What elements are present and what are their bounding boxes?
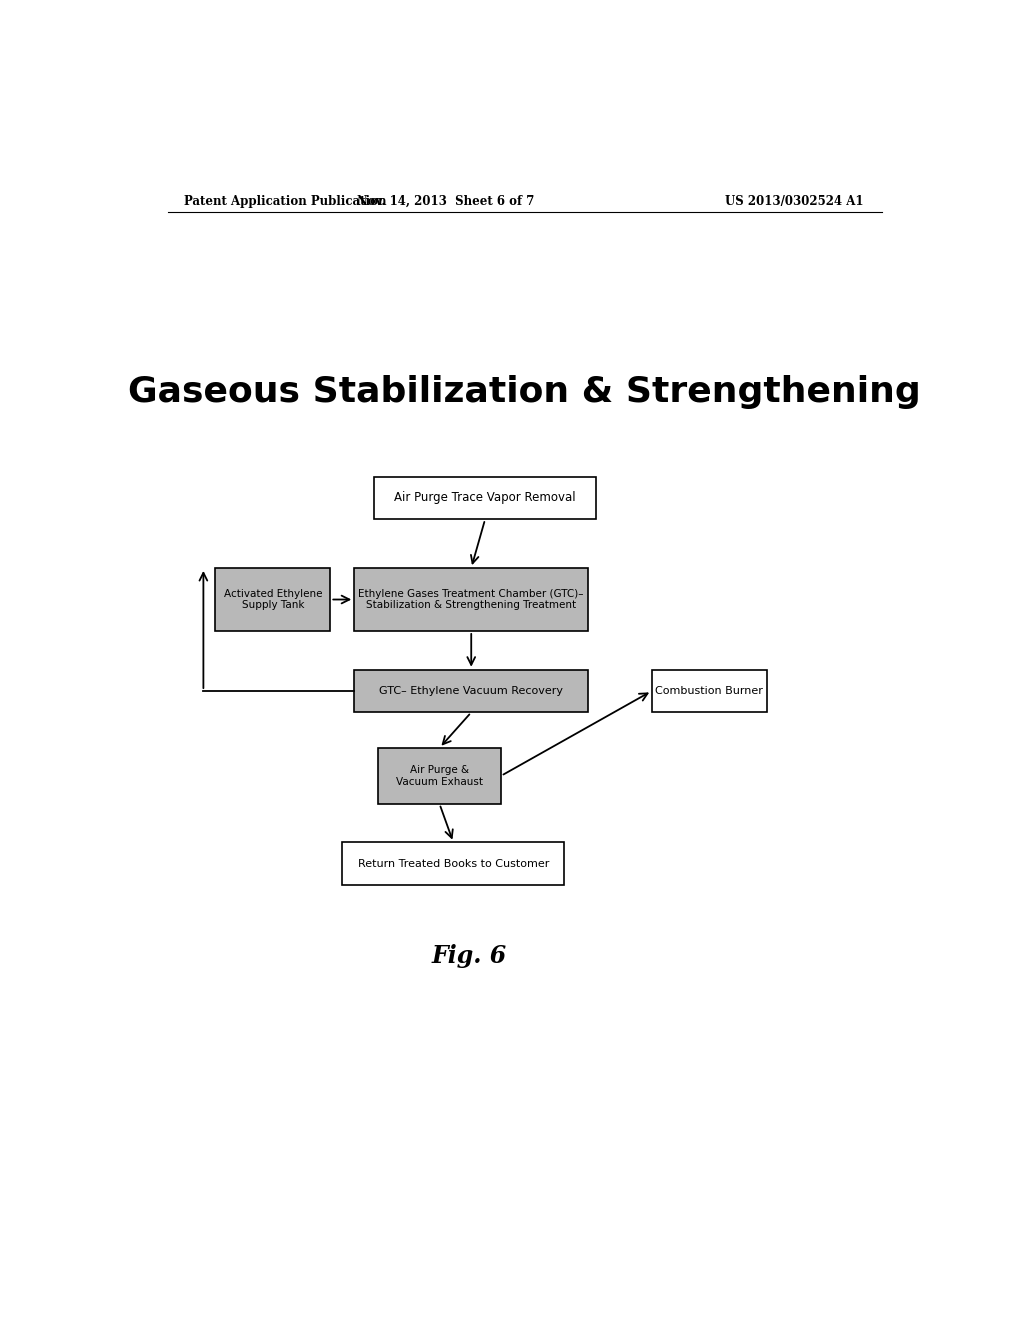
Text: Nov. 14, 2013  Sheet 6 of 7: Nov. 14, 2013 Sheet 6 of 7 xyxy=(356,194,535,207)
Text: Fig. 6: Fig. 6 xyxy=(432,944,507,969)
Text: Activated Ethylene
Supply Tank: Activated Ethylene Supply Tank xyxy=(223,589,323,610)
Text: Combustion Burner: Combustion Burner xyxy=(655,686,763,696)
Text: Gaseous Stabilization & Strengthening: Gaseous Stabilization & Strengthening xyxy=(128,375,922,409)
FancyBboxPatch shape xyxy=(652,669,767,713)
Text: GTC– Ethylene Vacuum Recovery: GTC– Ethylene Vacuum Recovery xyxy=(379,686,563,696)
Text: US 2013/0302524 A1: US 2013/0302524 A1 xyxy=(725,194,864,207)
Text: Return Treated Books to Customer: Return Treated Books to Customer xyxy=(357,859,549,869)
FancyBboxPatch shape xyxy=(342,842,564,886)
FancyBboxPatch shape xyxy=(378,748,501,804)
FancyBboxPatch shape xyxy=(354,669,588,713)
FancyBboxPatch shape xyxy=(374,477,596,519)
Text: Ethylene Gases Treatment Chamber (GTC)–
Stabilization & Strengthening Treatment: Ethylene Gases Treatment Chamber (GTC)– … xyxy=(358,589,584,610)
Text: Patent Application Publication: Patent Application Publication xyxy=(183,194,386,207)
FancyBboxPatch shape xyxy=(215,568,331,631)
Text: Air Purge Trace Vapor Removal: Air Purge Trace Vapor Removal xyxy=(394,491,575,504)
FancyBboxPatch shape xyxy=(354,568,588,631)
Text: Air Purge &
Vacuum Exhaust: Air Purge & Vacuum Exhaust xyxy=(396,766,483,787)
